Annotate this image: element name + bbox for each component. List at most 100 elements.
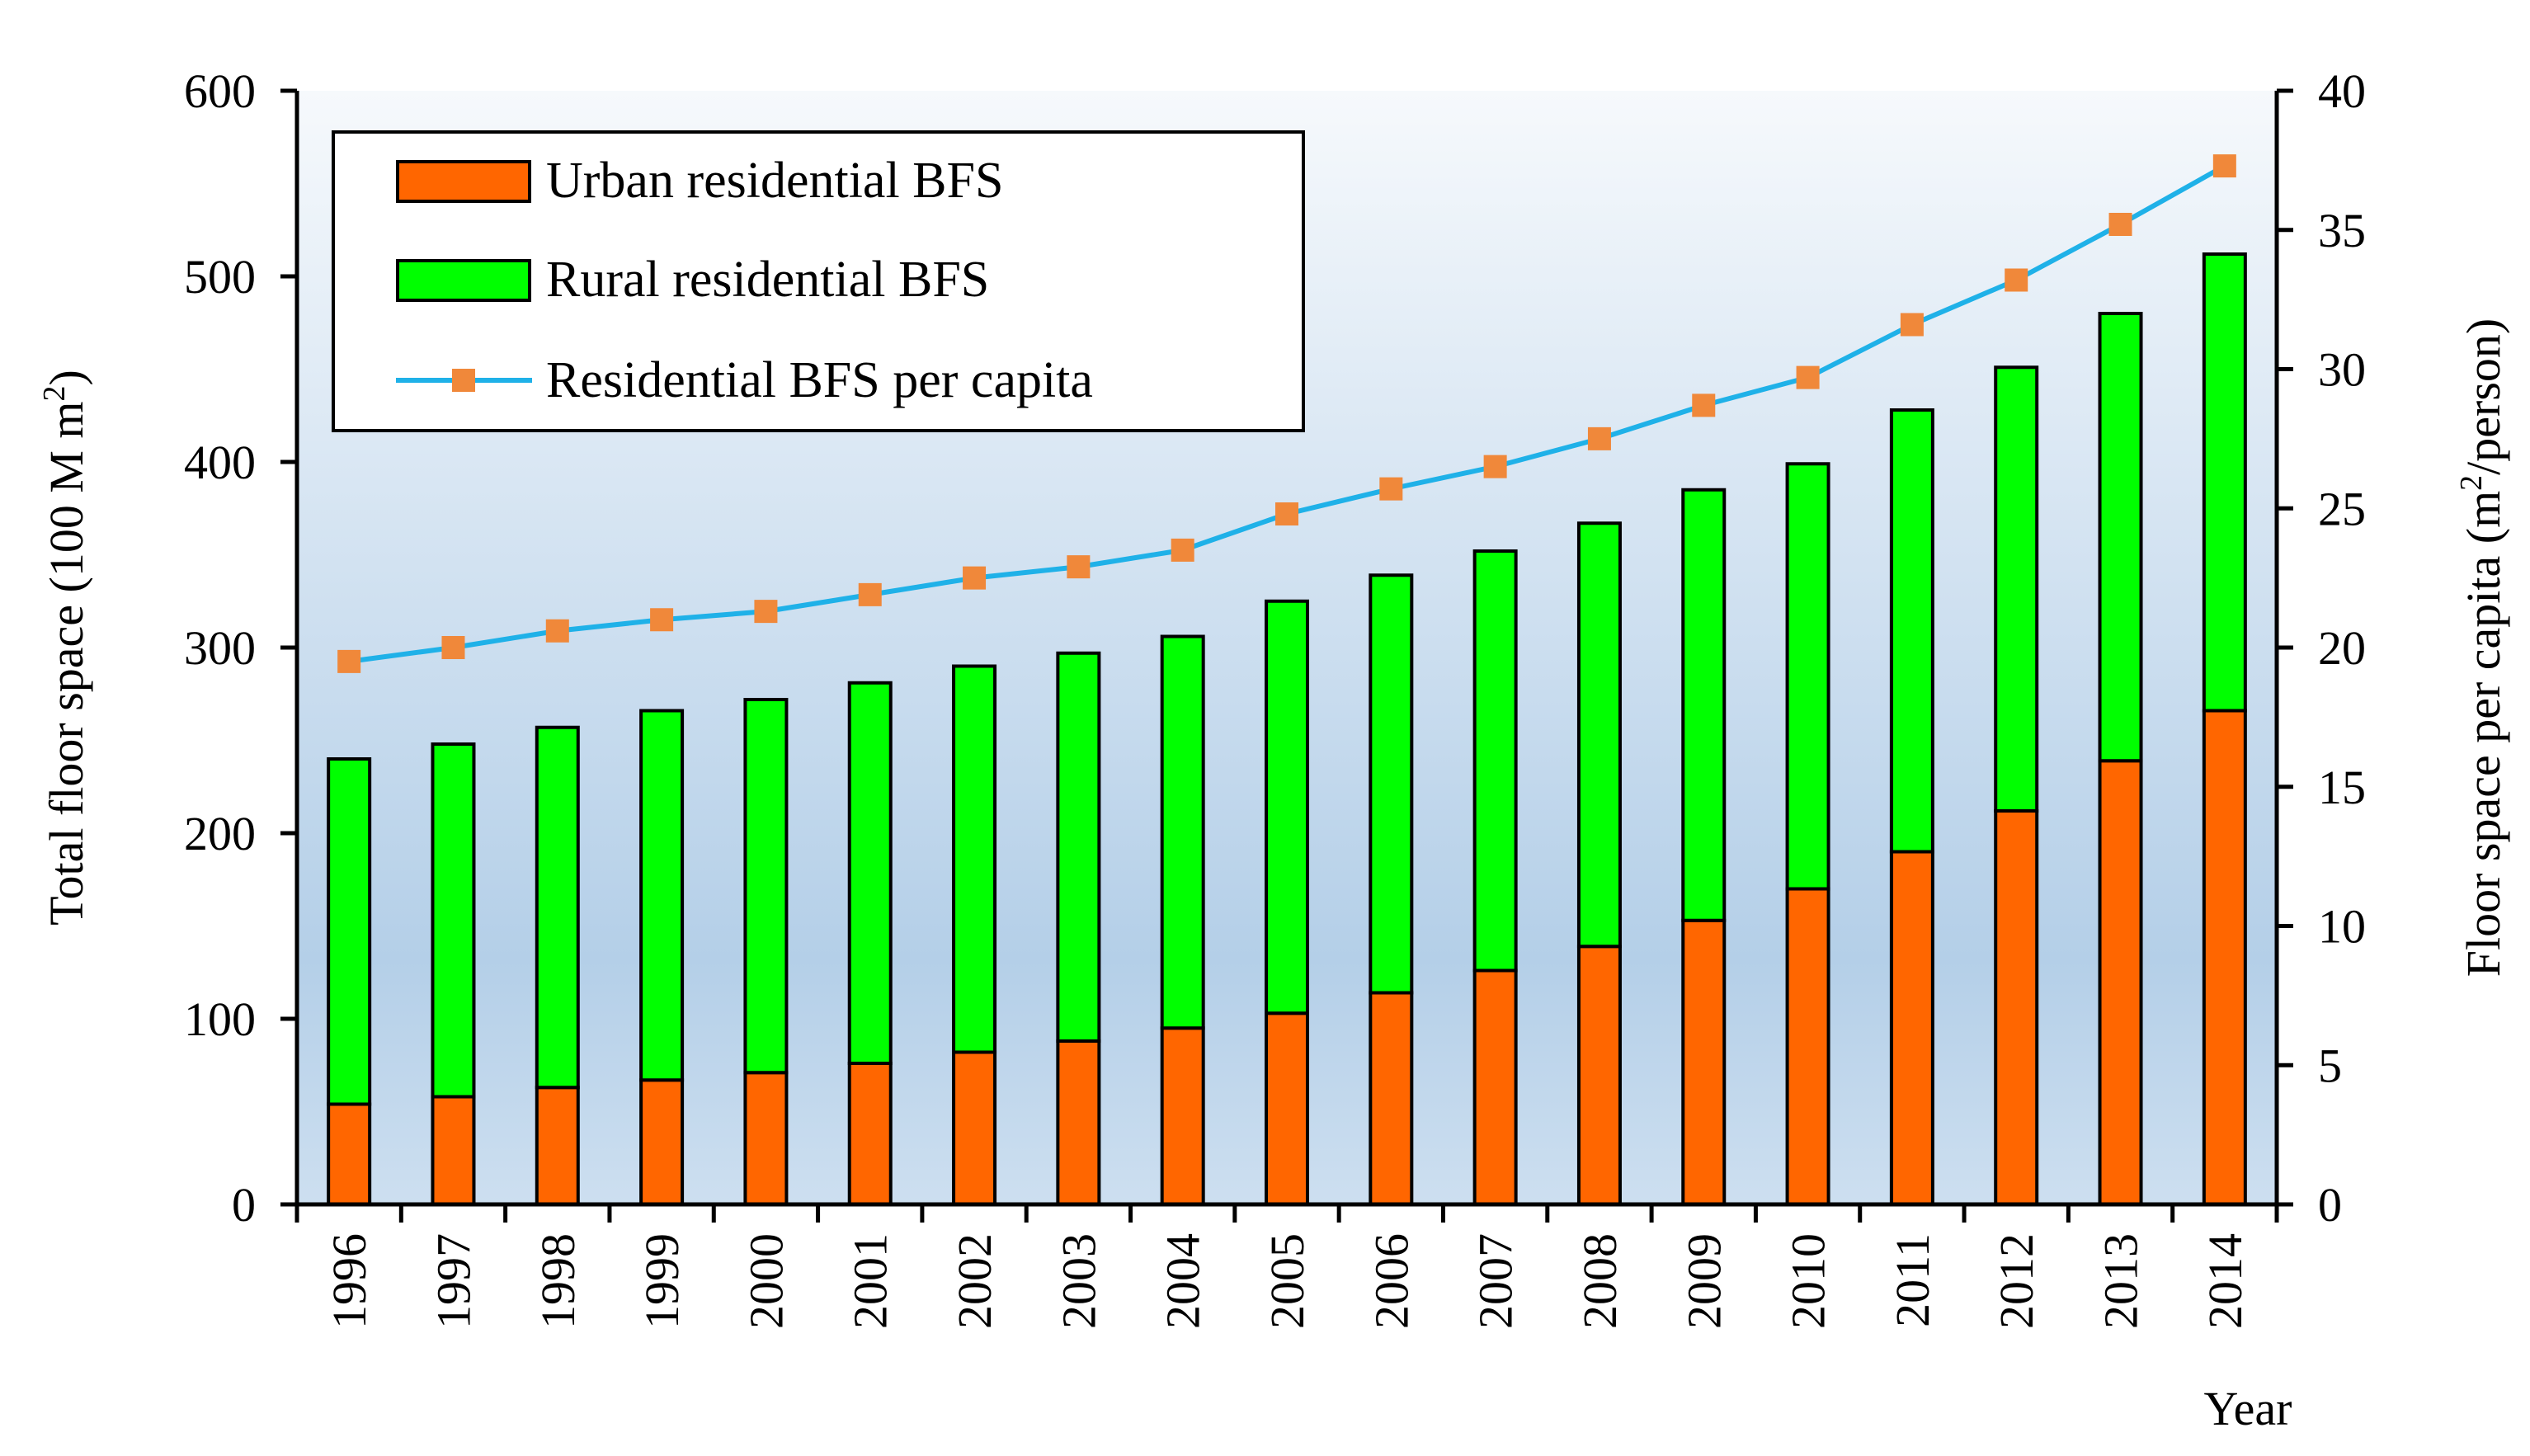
- x-tick-label-2002: 2002: [948, 1233, 1001, 1329]
- bar-rural-2007: [1472, 549, 1518, 973]
- y-right-tick-label-15: 15: [2318, 761, 2366, 814]
- y-right-tick-label-35: 35: [2318, 204, 2366, 257]
- bar-rural-2000: [743, 698, 789, 1075]
- bar-urban-2007: [1472, 968, 1518, 1206]
- per-capita-marker-2009: [1692, 393, 1716, 417]
- bar-urban-2006: [1369, 991, 1414, 1206]
- bar-rural-2014: [2202, 252, 2247, 713]
- bar-urban-2010: [1785, 887, 1830, 1206]
- bar-urban-1997: [431, 1095, 476, 1206]
- bar-urban-2005: [1265, 1011, 1309, 1206]
- per-capita-marker-2000: [754, 600, 778, 624]
- per-capita-marker-1998: [545, 619, 569, 643]
- y-left-tick-label-400: 400: [184, 436, 256, 489]
- y-right-tick-label-5: 5: [2318, 1039, 2342, 1092]
- x-tick-label-2007: 2007: [1469, 1233, 1523, 1329]
- bars-group: [327, 252, 2247, 1206]
- y-left-tick-label-0: 0: [232, 1178, 256, 1232]
- legend-label-urban: Urban residential BFS: [546, 153, 1004, 209]
- x-tick-label-1999: 1999: [635, 1233, 689, 1329]
- x-tick-label-2004: 2004: [1157, 1233, 1210, 1329]
- y-right-tick-label-20: 20: [2318, 621, 2366, 675]
- bar-rural-1997: [431, 742, 476, 1099]
- bar-rural-2002: [952, 664, 997, 1054]
- x-tick-label-2000: 2000: [739, 1233, 793, 1329]
- bar-rural-2003: [1056, 651, 1101, 1043]
- y-right-tick-label-40: 40: [2318, 64, 2366, 118]
- per-capita-marker-2003: [1067, 555, 1091, 579]
- y-left-axis-title: Total floor space (100 M m2): [37, 370, 93, 926]
- x-tick-label-2008: 2008: [1573, 1233, 1627, 1329]
- legend-swatch-rural: [396, 259, 531, 302]
- per-capita-marker-2012: [2005, 268, 2028, 292]
- legend-label-per-capita: Residential BFS per capita: [546, 352, 1093, 408]
- y-left-tick-label-600: 600: [184, 64, 256, 118]
- per-capita-marker-2004: [1171, 538, 1194, 562]
- y-left-tick-label-500: 500: [184, 250, 256, 304]
- y-right-tick-label-10: 10: [2318, 900, 2366, 954]
- x-tick-label-2001: 2001: [844, 1233, 898, 1329]
- per-capita-marker-2007: [1483, 455, 1507, 478]
- x-tick-label-1998: 1998: [531, 1233, 585, 1329]
- bar-urban-2004: [1160, 1026, 1205, 1206]
- axes-group: [280, 88, 2293, 1223]
- x-tick-label-2006: 2006: [1364, 1233, 1418, 1329]
- bar-urban-2003: [1056, 1039, 1101, 1206]
- x-tick-label-2011: 2011: [1886, 1233, 1939, 1327]
- x-tick-label-2005: 2005: [1260, 1233, 1314, 1329]
- bar-urban-2013: [2098, 759, 2143, 1206]
- bar-urban-2014: [2202, 709, 2247, 1206]
- legend-swatch-urban: [396, 160, 531, 203]
- bar-urban-2001: [847, 1062, 893, 1206]
- per-capita-marker-2010: [1796, 365, 1820, 389]
- legend: Urban residential BFS Rural residential …: [332, 130, 1305, 432]
- y-right-tick-label-25: 25: [2318, 482, 2366, 535]
- bar-rural-2001: [847, 681, 893, 1065]
- tick-labels-group: 0 100 200 300 400 500 600 0 5 10 15 20 25 30 35 40 1996 1…: [184, 64, 2366, 1329]
- bar-urban-2012: [1994, 809, 2039, 1206]
- bar-urban-2009: [1681, 918, 1727, 1206]
- per-capita-marker-2002: [963, 566, 987, 590]
- x-tick-label-2003: 2003: [1052, 1233, 1105, 1329]
- x-axis-title: Year: [2204, 1382, 2292, 1435]
- bar-urban-1999: [639, 1078, 685, 1206]
- per-capita-marker-2013: [2108, 213, 2132, 236]
- bar-rural-2013: [2098, 312, 2143, 763]
- bar-rural-2009: [1681, 488, 1727, 922]
- x-tick-label-2010: 2010: [1782, 1233, 1835, 1329]
- bar-rural-2008: [1576, 521, 1622, 949]
- per-capita-marker-2008: [1587, 426, 1611, 450]
- bar-rural-2006: [1369, 573, 1414, 995]
- bar-urban-2008: [1576, 945, 1622, 1206]
- bar-urban-2000: [743, 1071, 789, 1206]
- x-tick-label-2012: 2012: [1990, 1233, 2043, 1329]
- y-left-tick-label-100: 100: [184, 992, 256, 1046]
- y-left-tick-label-200: 200: [184, 807, 256, 860]
- bar-rural-2010: [1785, 462, 1830, 891]
- bar-urban-1996: [327, 1102, 372, 1206]
- y-right-tick-label-30: 30: [2318, 343, 2366, 397]
- y-right-axis-title: Floor space per capita (m2/person): [2454, 318, 2510, 978]
- per-capita-marker-2014: [2212, 154, 2236, 178]
- bar-rural-2011: [1889, 408, 1934, 854]
- legend-label-rural: Rural residential BFS: [546, 252, 989, 308]
- per-capita-marker-2011: [1900, 313, 1924, 337]
- x-tick-label-1996: 1996: [323, 1233, 376, 1329]
- x-tick-label-2014: 2014: [2198, 1233, 2252, 1329]
- per-capita-marker-1996: [337, 649, 361, 673]
- bar-rural-1996: [327, 757, 372, 1106]
- bar-rural-1999: [639, 709, 685, 1082]
- bar-urban-1998: [535, 1086, 580, 1206]
- legend-marker-per-capita: [452, 369, 475, 392]
- per-capita-marker-1999: [650, 608, 674, 632]
- y-right-tick-label-0: 0: [2318, 1178, 2342, 1232]
- x-tick-label-2013: 2013: [2094, 1233, 2148, 1329]
- bar-urban-2002: [952, 1050, 997, 1206]
- per-capita-marker-2006: [1379, 477, 1403, 501]
- y-left-tick-label-300: 300: [184, 621, 256, 675]
- bar-rural-2012: [1994, 365, 2039, 813]
- bar-rural-1998: [535, 725, 580, 1090]
- per-capita-line-group: [337, 154, 2236, 673]
- per-capita-marker-2001: [858, 582, 882, 606]
